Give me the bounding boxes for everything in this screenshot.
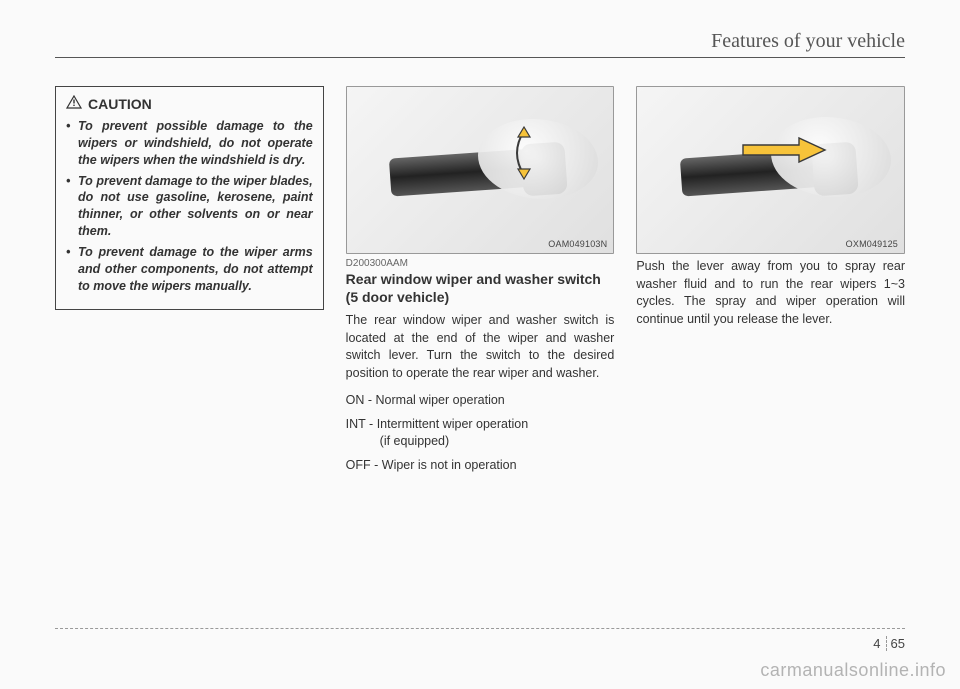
body-text: Push the lever away from you to spray re… bbox=[636, 258, 905, 328]
caution-heading: CAUTION bbox=[66, 95, 313, 114]
figure-code: OXM049125 bbox=[846, 239, 898, 249]
setting-on: ON - Normal wiper operation bbox=[346, 392, 615, 410]
body-text: The rear window wiper and washer switch … bbox=[346, 312, 615, 382]
caution-heading-text: CAUTION bbox=[88, 95, 152, 114]
page-section: 4 bbox=[873, 636, 886, 651]
section-code: D200300AAM bbox=[346, 258, 615, 269]
setting-int-sub: (if equipped) bbox=[380, 433, 615, 451]
caution-item: To prevent possible damage to the wipers… bbox=[66, 118, 313, 169]
caution-box: CAUTION To prevent possible damage to th… bbox=[55, 86, 324, 310]
footer-rule bbox=[55, 628, 905, 629]
figure-rear-wiper-push: OXM049125 bbox=[636, 86, 905, 254]
caution-item: To prevent damage to the wiper arms and … bbox=[66, 244, 313, 295]
figure-code: OAM049103N bbox=[548, 239, 607, 249]
section-title: Rear window wiper and washer switch (5 d… bbox=[346, 271, 615, 306]
figure-rear-wiper-rotate: OAM049103N bbox=[346, 86, 615, 254]
page-number: 4 65 bbox=[873, 636, 905, 651]
warning-icon bbox=[66, 95, 82, 114]
caution-item: To prevent damage to the wiper blades, d… bbox=[66, 173, 313, 241]
setting-off: OFF - Wiper is not in operation bbox=[346, 457, 615, 475]
chapter-title: Features of your vehicle bbox=[55, 30, 905, 58]
watermark: carmanualsonline.info bbox=[760, 660, 946, 681]
setting-int: INT - Intermittent wiper operation bbox=[346, 416, 615, 434]
page-index: 65 bbox=[891, 636, 905, 651]
